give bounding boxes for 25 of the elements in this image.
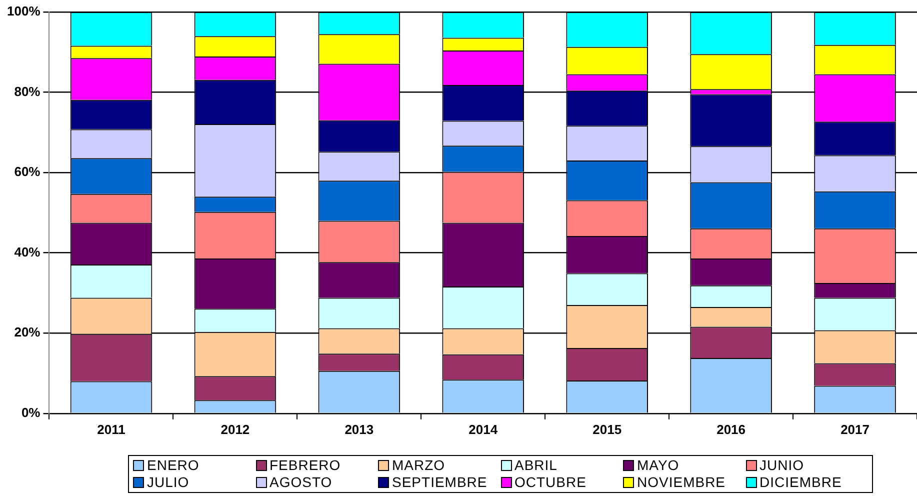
x-tick-label: 2017: [840, 422, 870, 437]
y-tick-label: 20%: [14, 324, 41, 340]
legend-label: NOVIEMBRE: [637, 474, 726, 491]
legend-label: JULIO: [147, 474, 190, 491]
legend-label: AGOSTO: [270, 474, 332, 491]
y-tick-label: 100%: [7, 4, 41, 19]
x-tick-label: 2012: [220, 422, 250, 437]
x-tick-label: 2011: [97, 422, 126, 437]
x-tick-label: 2013: [344, 422, 374, 437]
y-tick-label: 80%: [14, 84, 41, 99]
legend-label: SEPTIEMBRE: [392, 474, 488, 491]
legend-label: MAYO: [637, 457, 680, 474]
legend-label: JUNIO: [760, 457, 804, 474]
x-tick-label: 2014: [468, 422, 498, 437]
y-tick-label: 40%: [14, 244, 41, 260]
y-tick-label: 60%: [14, 164, 41, 180]
legend-label: FEBRERO: [270, 457, 341, 474]
x-tick-label: 2016: [716, 422, 746, 437]
legend-label: ENERO: [147, 457, 200, 474]
legend-label: OCTUBRE: [514, 474, 586, 491]
x-tick-label: 2015: [592, 422, 622, 437]
legend-label: ABRIL: [514, 457, 558, 474]
legend-label: MARZO: [392, 457, 446, 474]
legend-label: DICIEMBRE: [760, 474, 842, 491]
y-tick-label: 0%: [21, 404, 41, 420]
